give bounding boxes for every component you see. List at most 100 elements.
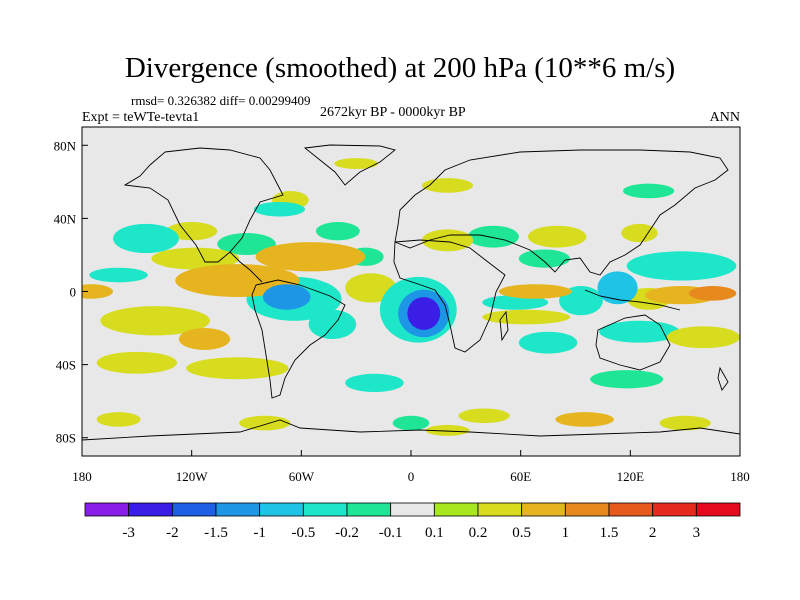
lon-tick-label-5: 120E	[617, 469, 645, 484]
colorbar-swatch-5	[302, 502, 348, 517]
coastlines	[82, 144, 740, 441]
divergence-anomaly-22	[527, 225, 587, 248]
coastline-europe-asia	[394, 149, 729, 276]
colorbar-swatch-10	[521, 502, 566, 517]
coastline-australia	[595, 314, 671, 371]
divergence-anomaly-29	[659, 415, 711, 431]
divergence-anomaly-43	[178, 328, 231, 350]
divergence-anomaly-9	[392, 415, 430, 431]
colorbar-label-0: -3	[122, 525, 135, 541]
divergence-anomaly-37	[458, 408, 510, 424]
colorbar-swatch-0	[84, 502, 130, 517]
period-label: 2672kyr BP - 0000kyr BP	[320, 105, 466, 120]
divergence-anomaly-19	[253, 201, 305, 217]
divergence-anomaly-24	[518, 331, 578, 354]
colorbar-label-11: 1.5	[600, 525, 619, 541]
lon-tick-label-1: 120W	[176, 469, 209, 484]
lat-tick-label-2: 0	[70, 285, 77, 300]
lat-tick-label-1: 40N	[54, 211, 77, 226]
divergence-anomaly-27	[599, 320, 680, 343]
coastline-africa	[393, 239, 506, 353]
colorbar-swatch-3	[215, 502, 261, 517]
divergence-anomaly-16	[89, 267, 148, 283]
colorbar-label-10: 1	[562, 525, 570, 541]
colorbar-swatch-7	[390, 502, 435, 517]
divergence-anomaly-0	[96, 351, 178, 374]
lon-tick-label-0: 180	[72, 469, 92, 484]
colorbar-swatch-1	[128, 502, 173, 517]
colorbar-label-4: -0.5	[291, 525, 315, 541]
divergence-anomaly-31	[96, 412, 141, 427]
divergence-anomaly-15	[186, 357, 289, 380]
divergence-anomaly-34	[100, 306, 210, 336]
lat-tick-label-4: 80S	[56, 431, 76, 446]
colorbar-label-12: 2	[649, 525, 657, 541]
colorbar-swatch-14	[695, 502, 741, 517]
divergence-anomaly-50	[688, 286, 737, 301]
colorbar-label-3: -1	[253, 525, 266, 541]
divergence-anomaly-20	[334, 158, 379, 170]
divergence-anomaly-12	[421, 178, 474, 193]
divergence-anomaly-49	[262, 284, 311, 310]
divergence-anomaly-46	[597, 271, 638, 305]
divergence-anomaly-28	[666, 326, 740, 349]
colorbar-swatch-13	[652, 502, 697, 517]
coastline-central-america	[229, 251, 263, 283]
divergence-anomaly-7	[621, 223, 658, 243]
lat-tick-label-0: 80N	[54, 138, 77, 153]
divergence-anomaly-39	[308, 309, 357, 340]
colorbar-label-1: -2	[166, 525, 179, 541]
divergence-anomaly-2	[166, 222, 218, 241]
coastline-south-america	[251, 279, 346, 399]
colorbar-label-2: -1.5	[204, 525, 228, 541]
colorbar: -3 -2 -1.5 -1 -0.5 -0.2 -0.1 0.1 0.2 0.5 1 1.5 2 3	[84, 502, 741, 541]
coastline-antarctica	[82, 419, 740, 441]
colorbar-swatch-9	[477, 502, 523, 517]
colorbar-label-13: 3	[693, 525, 701, 541]
lon-tick-label-4: 60E	[510, 469, 531, 484]
divergence-anomaly-13	[151, 247, 240, 270]
colorbar-swatch-2	[171, 502, 217, 517]
colorbar-label-9: 0.5	[512, 525, 531, 541]
longitude-axis: 180 120W 60W 0 60E 120E 180	[72, 450, 750, 484]
divergence-anomaly-23	[482, 295, 549, 310]
experiment-label: Expt = teWTe-tevta1	[82, 110, 200, 125]
colorbar-swatch-6	[346, 502, 392, 517]
coastline-maritime-continent	[584, 289, 681, 311]
divergence-anomaly-47	[82, 284, 114, 299]
divergence-anomaly-8	[590, 370, 664, 389]
divergence-anomaly-40	[175, 264, 300, 297]
divergence-anomaly-35	[482, 309, 571, 325]
coastline-madagascar	[499, 310, 509, 342]
annual-label: ANN	[709, 110, 740, 125]
latitude-axis: 80N 40N 0 40S 80S	[54, 138, 88, 446]
colorbar-label-8: 0.2	[469, 525, 488, 541]
divergence-anomaly-45	[555, 412, 614, 427]
lat-tick-label-3: 40S	[56, 358, 76, 373]
colorbar-label-7: 0.1	[425, 525, 444, 541]
divergence-anomaly-26	[626, 251, 737, 281]
divergence-anomaly-17	[113, 223, 179, 254]
divergence-anomaly-14	[345, 273, 397, 303]
colorbar-swatch-11	[564, 502, 610, 517]
divergence-anomaly-3	[315, 222, 360, 241]
coastline-new-zealand	[717, 366, 729, 391]
chart-title: Divergence (smoothed) at 200 hPa (10**6 …	[124, 52, 676, 84]
coastline-greenland	[303, 144, 396, 186]
divergence-anomaly-6	[518, 249, 571, 268]
divergence-anomaly-10	[239, 415, 291, 431]
divergence-anomaly-44	[498, 284, 572, 299]
colorbar-label-6: -0.1	[379, 525, 403, 541]
rmsd-diff-stats: rmsd= 0.326382 diff= 0.00299409	[131, 93, 311, 108]
lon-tick-label-2: 60W	[289, 469, 315, 484]
lon-tick-label-3: 0	[408, 469, 415, 484]
divergence-anomaly-30	[425, 424, 470, 436]
divergence-anomaly-5	[467, 225, 519, 248]
divergence-anomaly-32	[345, 373, 404, 393]
divergence-anomaly-11	[623, 183, 675, 199]
divergence-anomaly-41	[255, 242, 366, 272]
lon-tick-label-6: 180	[730, 469, 750, 484]
coastline-north-america	[123, 147, 284, 263]
colorbar-label-5: -0.2	[335, 525, 359, 541]
colorbar-swatch-4	[259, 502, 304, 517]
